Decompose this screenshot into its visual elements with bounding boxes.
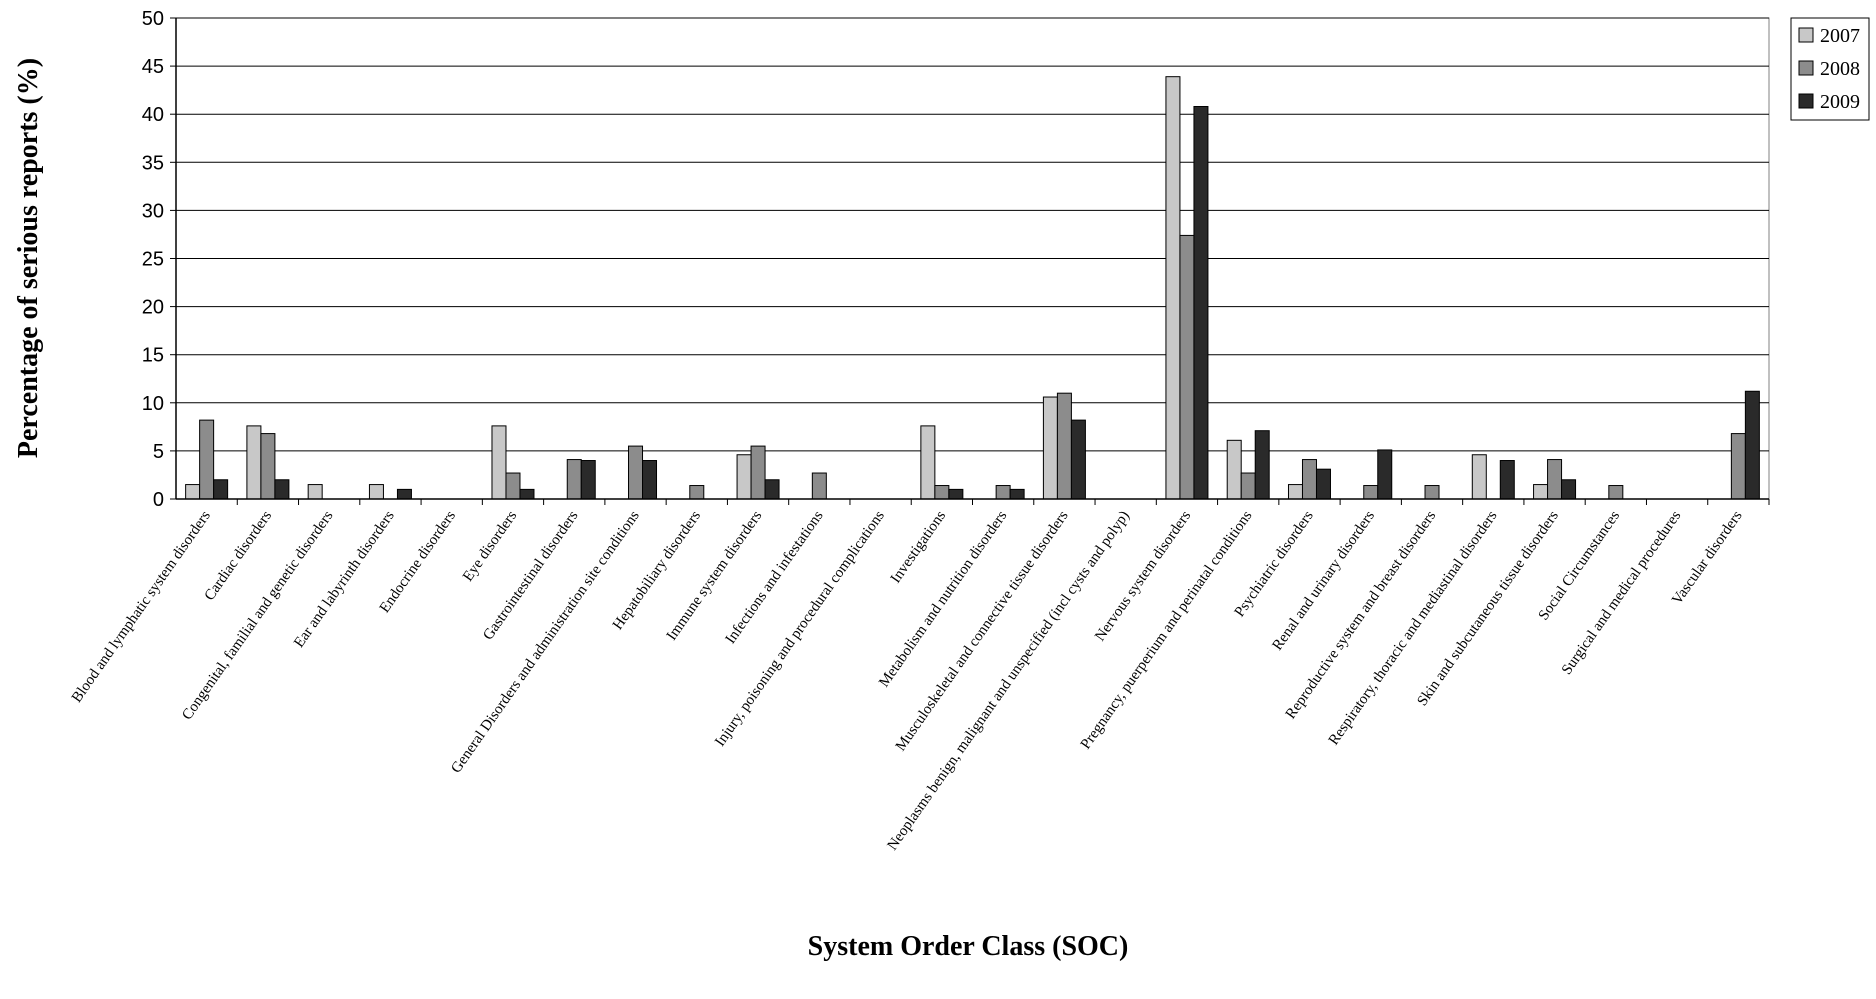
y-axis-title: Percentage of serious reports (%) [13, 58, 44, 458]
bar-2009 [1009, 488, 1025, 500]
bar-2007 [1042, 396, 1058, 500]
gridlines [176, 17, 1769, 452]
bar-2008 [628, 445, 644, 500]
bar-2007 [736, 454, 752, 500]
bar-2007 [1226, 439, 1242, 500]
bar-2007 [185, 484, 201, 500]
x-tick-label: Metabolism and nutrition disorders [876, 508, 1010, 690]
x-axis-title: System Order Class (SOC) [808, 931, 1129, 962]
x-tick-label: Blood and lymphatic system disorders [69, 508, 214, 706]
bar-2009 [396, 488, 412, 500]
bar-2008 [811, 472, 827, 500]
y-tick-label: 20 [142, 297, 164, 319]
legend-swatch [1798, 60, 1814, 76]
bar-2008 [1363, 485, 1379, 500]
legend-swatch [1798, 93, 1814, 109]
bar-2008 [1240, 472, 1256, 500]
bar-2008 [505, 472, 521, 500]
x-tick-label: Renal and urinary disorders [1270, 508, 1379, 653]
legend-label: 2008 [1820, 58, 1860, 80]
bar-2008 [1179, 234, 1195, 500]
y-tick-labels: 0 5 10 15 20 25 30 35 40 45 50 [142, 8, 164, 511]
x-tick-label: Vascular disorders [1669, 508, 1746, 608]
bar-2007 [491, 425, 507, 500]
bar-2008 [689, 485, 705, 500]
bar-2007 [1287, 484, 1303, 500]
bar-2009 [1070, 419, 1086, 500]
bar-2009 [1254, 430, 1270, 500]
bar-2007 [1471, 454, 1487, 500]
legend-label: 2009 [1820, 91, 1860, 113]
bar-2009 [1377, 449, 1393, 500]
legend-label: 2007 [1820, 25, 1860, 47]
bar-2008 [1056, 392, 1072, 500]
bar-2007 [1533, 484, 1549, 500]
bar-2009 [764, 479, 780, 500]
bar-2008 [260, 433, 276, 500]
bar-2009 [1499, 460, 1515, 500]
y-tick-label: 50 [142, 8, 164, 30]
bar-2009 [1193, 106, 1209, 500]
x-tick-label: Surgical and medical procedures [1559, 508, 1685, 678]
bar-2009 [948, 488, 964, 500]
bar-2008 [1547, 459, 1563, 500]
bar-2008 [1424, 485, 1440, 500]
bar-2008 [750, 445, 766, 500]
bar-2009 [519, 488, 535, 500]
bar-2009 [642, 460, 658, 500]
y-tick-label: 5 [153, 441, 164, 463]
bar-2007 [920, 425, 936, 500]
bar-2008 [1730, 433, 1746, 500]
legend-swatch [1798, 27, 1814, 43]
y-tick-label: 25 [142, 249, 164, 271]
bar-2009 [1744, 390, 1760, 500]
x-tick-label: Eye disorders [460, 508, 520, 585]
y-tick-label: 40 [142, 104, 164, 126]
bar-2008 [1608, 485, 1624, 500]
bar-2007 [1165, 76, 1181, 500]
bar-2008 [199, 419, 215, 500]
bar-2008 [566, 459, 582, 500]
bar-2007 [307, 484, 323, 500]
x-tick-label: Investigations [888, 508, 949, 586]
bar-2008 [934, 485, 950, 500]
x-tick-label: Cardiac disorders [202, 508, 276, 604]
bar-2009 [1315, 468, 1331, 500]
x-tick-label: Neoplasms benign, malignant and unspecif… [884, 508, 1132, 853]
bar-2007 [246, 425, 262, 500]
bar-2009 [580, 460, 596, 500]
legend: 2007 2008 2009 [1790, 17, 1870, 121]
y-tick-label: 30 [142, 200, 164, 222]
y-tick-label: 0 [153, 489, 164, 511]
y-tick-label: 15 [142, 345, 164, 367]
bar-2009 [274, 479, 290, 500]
axes [170, 17, 1770, 505]
y-tick-label: 45 [142, 56, 164, 78]
y-tick-label: 35 [142, 152, 164, 174]
x-tick-label: Ear and labyrinth disorders [291, 508, 398, 651]
bar-2009 [1561, 479, 1577, 500]
bar-2007 [368, 484, 384, 500]
bar-2008 [995, 485, 1011, 500]
bar-2009 [213, 479, 229, 500]
y-tick-label: 10 [142, 393, 164, 415]
bar-2008 [1301, 459, 1317, 500]
x-tick-labels: Blood and lymphatic system disordersCard… [69, 508, 1746, 853]
